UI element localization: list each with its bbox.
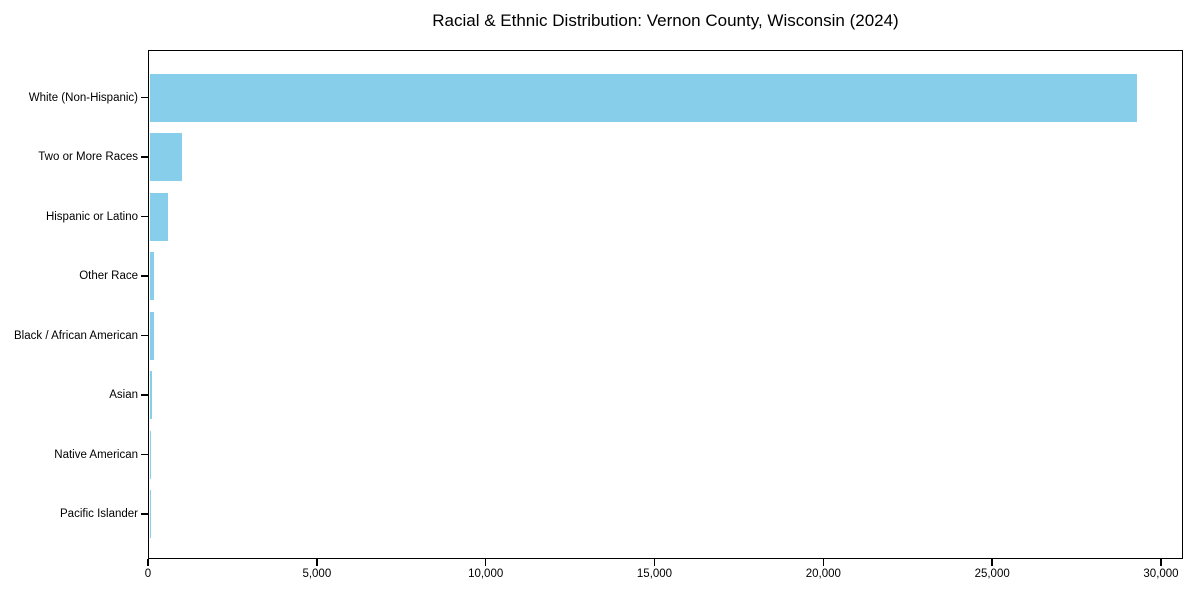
x-tick-label: 30,000	[1143, 568, 1179, 580]
y-tick	[141, 334, 148, 337]
x-tick-label: 20,000	[805, 568, 841, 580]
y-tick	[141, 394, 148, 396]
bar-two-or-more-races	[149, 133, 182, 181]
x-tick	[1160, 559, 1162, 566]
bar-white-non-hispanic	[149, 73, 1138, 122]
y-tick	[141, 215, 148, 218]
x-tick-label: 15,000	[636, 568, 673, 580]
x-tick	[822, 559, 825, 566]
y-tick	[141, 275, 148, 277]
bar-hispanic-or-latino	[149, 192, 169, 241]
y-tick-label: Native American	[54, 448, 138, 461]
bar-other-race	[149, 252, 154, 300]
y-tick-label: Hispanic or Latino	[45, 210, 138, 223]
bar-asian	[149, 371, 153, 419]
y-tick-label: Other Race	[79, 270, 138, 282]
y-tick	[141, 96, 148, 99]
bar-native-american	[149, 430, 151, 479]
x-tick	[316, 559, 318, 566]
y-tick	[141, 513, 148, 515]
x-tick-label: 10,000	[468, 568, 504, 580]
bar-black-african-american	[149, 311, 154, 360]
y-tick	[141, 156, 148, 158]
y-tick-label: Two or More Races	[38, 151, 138, 163]
x-tick	[991, 559, 993, 566]
x-tick	[484, 559, 487, 566]
y-tick	[141, 453, 148, 456]
y-tick-label: Pacific Islander	[60, 508, 138, 520]
x-tick	[147, 559, 149, 566]
y-tick-label: Asian	[109, 389, 138, 401]
x-tick	[653, 559, 656, 566]
y-tick-label: White (Non-Hispanic)	[28, 91, 138, 104]
x-tick-label: 25,000	[974, 568, 1010, 580]
y-tick-label: Black / African American	[14, 329, 138, 342]
chart-title: Racial & Ethnic Distribution: Vernon Cou…	[432, 11, 899, 30]
x-tick-label: 5,000	[302, 568, 332, 580]
x-tick-label: 0	[144, 568, 152, 580]
plot-area	[148, 50, 1183, 559]
